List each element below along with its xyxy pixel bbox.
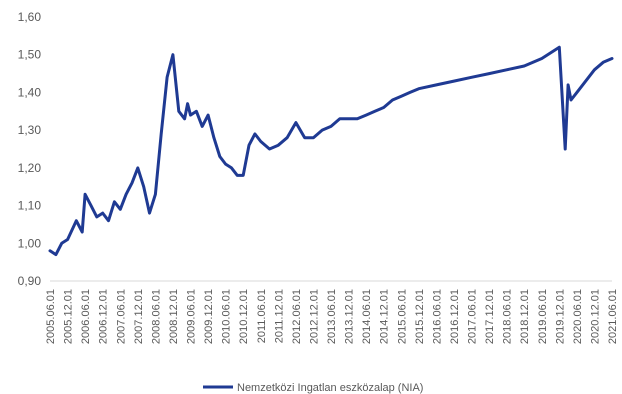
x-tick-label: 2008.12.01 xyxy=(168,289,180,344)
x-tick-label: 2010.06.01 xyxy=(221,289,233,344)
x-tick-label: 2021.06.01 xyxy=(607,289,619,344)
y-tick-label: 1,10 xyxy=(18,199,42,213)
x-tick-label: 2006.06.01 xyxy=(80,289,92,344)
x-tick-label: 2016.06.01 xyxy=(431,289,443,344)
y-tick-label: 1,50 xyxy=(18,48,42,62)
y-axis-ticks: 0,90 1,00 1,10 1,20 1,30 1,40 1,50 1,60 xyxy=(18,10,42,288)
x-tick-label: 2009.06.01 xyxy=(186,289,198,344)
x-tick-label: 2010.12.01 xyxy=(238,289,250,344)
x-tick-label: 2018.12.01 xyxy=(519,289,531,344)
x-tick-label: 2017.06.01 xyxy=(467,289,479,344)
y-tick-label: 1,20 xyxy=(18,161,42,175)
x-tick-label: 2015.12.01 xyxy=(414,289,426,344)
x-tick-label: 2007.06.01 xyxy=(115,289,127,344)
x-tick-label: 2012.06.01 xyxy=(291,289,303,344)
x-tick-label: 2019.06.01 xyxy=(537,289,549,344)
y-tick-label: 0,90 xyxy=(18,274,42,288)
x-tick-label: 2005.06.01 xyxy=(45,289,57,344)
x-tick-label: 2020.12.01 xyxy=(589,289,601,344)
legend: Nemzetközi Ingatlan eszközalap (NIA) xyxy=(203,382,423,394)
x-tick-label: 2017.12.01 xyxy=(484,289,496,344)
x-tick-label: 2019.12.01 xyxy=(554,289,566,344)
x-tick-label: 2007.12.01 xyxy=(133,289,145,344)
y-tick-label: 1,00 xyxy=(18,236,42,250)
x-tick-label: 2011.12.01 xyxy=(273,289,285,343)
legend-label: Nemzetközi Ingatlan eszközalap (NIA) xyxy=(237,382,423,394)
x-tick-label: 2009.12.01 xyxy=(203,289,215,344)
x-tick-label: 2020.06.01 xyxy=(572,289,584,344)
x-tick-label: 2011.06.01 xyxy=(256,289,268,343)
y-tick-label: 1,30 xyxy=(18,123,42,137)
y-tick-label: 1,60 xyxy=(18,10,42,24)
x-tick-label: 2013.06.01 xyxy=(326,289,338,344)
series-line xyxy=(48,45,614,257)
x-tick-label: 2013.12.01 xyxy=(344,289,356,344)
x-tick-label: 2014.12.01 xyxy=(379,289,391,344)
x-tick-label: 2012.12.01 xyxy=(308,289,320,344)
x-tick-label: 2015.06.01 xyxy=(396,289,408,344)
x-tick-label: 2016.12.01 xyxy=(449,289,461,344)
y-tick-label: 1,40 xyxy=(18,85,42,99)
x-tick-label: 2005.12.01 xyxy=(63,289,75,344)
x-axis-ticks: 2005.06.01 2005.12.01 2006.06.01 2006.12.01… xyxy=(45,289,619,344)
x-tick-label: 2018.06.01 xyxy=(502,289,514,344)
x-tick-label: 2006.12.01 xyxy=(98,289,110,344)
x-tick-label: 2008.06.01 xyxy=(150,289,162,344)
x-tick-label: 2014.06.01 xyxy=(361,289,373,344)
